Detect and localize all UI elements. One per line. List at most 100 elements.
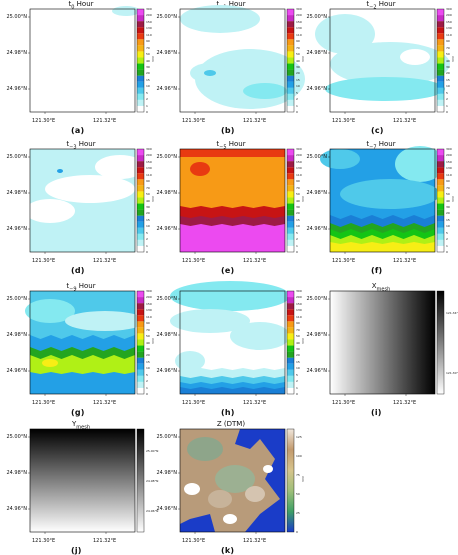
y-tick-label: 24.96°N — [156, 226, 177, 232]
colorbar-tick-label: 40 — [446, 58, 450, 63]
colorbar-gradient — [437, 291, 444, 394]
colorbar-tick-label: 100 — [296, 454, 302, 458]
colorbar-segment — [437, 191, 444, 198]
colorbar-segment — [137, 233, 144, 240]
x-tick-label: 121.32°E — [93, 538, 117, 544]
field-blob — [175, 351, 205, 371]
colorbar-segment — [287, 105, 294, 112]
colorbar-tick-label: 150 — [296, 301, 302, 306]
title-main: t — [68, 0, 72, 8]
plot-svg — [328, 290, 445, 396]
panel-g: t−9 Hour 25.00°N 24.98°N 24.96°N 121.30°E 121… — [3, 282, 154, 410]
panel-title: t−3 Hour — [29, 140, 133, 151]
colorbar-tick-label: 90 — [446, 39, 450, 44]
colorbar-segment — [137, 369, 144, 376]
colorbar-tick-label: 10 — [296, 224, 300, 229]
panel-a: t0 Hour 25.00°N 24.98°N 24.96°N 121.30°E 121.… — [3, 0, 154, 128]
colorbar-tick-label: 90 — [146, 321, 150, 326]
y-tick-label: 24.96°N — [6, 368, 27, 374]
colorbar-frame — [286, 148, 295, 253]
colorbar-segment — [287, 81, 294, 88]
rain-band — [330, 242, 435, 252]
y-tick-label: 24.98°N — [306, 190, 327, 196]
x-tick-label: 121.32°E — [243, 258, 267, 264]
panel-label: (a) — [71, 126, 85, 135]
rain-band — [180, 224, 285, 252]
colorbar-tick-label: 2 — [146, 237, 148, 242]
title-subscript: −9 — [69, 286, 77, 293]
plot-svg — [28, 6, 145, 114]
plot-svg — [178, 148, 295, 254]
colorbar-segment — [287, 185, 294, 192]
panel-title: t−5 Hour — [179, 140, 283, 151]
colorbar-segment — [437, 69, 444, 76]
colorbar-tick-label: 20 — [296, 71, 300, 76]
panel-c: t−2 Hour 25.00°N 24.98°N 24.96°N 121.30°E 121… — [303, 0, 454, 128]
y-tick-label: 25.00°N — [306, 14, 327, 20]
dtm-hill — [208, 490, 232, 508]
colorbar-segment — [287, 381, 294, 388]
colorbar-segment — [437, 81, 444, 88]
title-subscript: mesh — [76, 424, 90, 431]
title-subscript: −7 — [369, 144, 377, 151]
colorbar-segment — [287, 45, 294, 52]
colorbar-tick-label: 50 — [296, 492, 300, 496]
panel-label: (h) — [221, 408, 235, 417]
colorbar-segment — [437, 221, 444, 228]
panel-label: (i) — [371, 408, 382, 417]
colorbar-tick-label: 20 — [446, 71, 450, 76]
panel-e: t−5 Hour 25.00°N 24.98°N 24.96°N 121.30°E 121… — [153, 140, 304, 268]
colorbar-segment — [287, 351, 294, 358]
colorbar-tick-label: 200 — [296, 13, 302, 18]
colorbar-tick-label: 1 — [296, 243, 298, 248]
y-tick-label: 25.00°N — [6, 434, 27, 440]
colorbar-tick-label: 50 — [446, 52, 450, 57]
panel-title: Z (DTM) — [179, 420, 283, 428]
axes-frame — [29, 8, 136, 113]
colorbar-tick-label: 200 — [296, 153, 302, 158]
field-blob — [400, 49, 430, 65]
panel-label: (b) — [221, 126, 235, 135]
rain-band — [180, 387, 285, 394]
colorbar-tick-label: 20 — [146, 71, 150, 76]
title-subscript: −5 — [219, 144, 227, 151]
colorbar-tick-label: 24.98°N — [146, 479, 159, 483]
colorbar-segment — [287, 51, 294, 58]
colorbar-segment — [287, 33, 294, 40]
colorbar-tick-label: 200 — [446, 13, 452, 18]
axes-frame — [179, 290, 286, 395]
colorbar-tick-label: 50 — [146, 334, 150, 339]
field-blob — [230, 322, 290, 350]
colorbar-segment — [437, 155, 444, 162]
plot-svg — [25, 290, 145, 396]
colorbar-frame — [286, 290, 295, 395]
colorbar-frame — [136, 428, 145, 533]
colorbar-tick-label: 15 — [446, 77, 450, 82]
colorbar-segment — [437, 173, 444, 180]
colorbar-frame — [136, 148, 145, 253]
title-subscript: mesh — [376, 286, 391, 293]
title-suffix: Hour — [376, 140, 396, 148]
colorbar-tick-label: 15 — [296, 359, 300, 364]
colorbar-segment — [137, 81, 144, 88]
colorbar-tick-label: 40 — [296, 58, 300, 63]
colorbar-segment — [287, 203, 294, 210]
y-tick-label: 24.96°N — [306, 368, 327, 374]
field-blob — [42, 359, 58, 367]
colorbar-gradient — [137, 429, 144, 532]
colorbar-segment — [287, 39, 294, 46]
colorbar-segment — [437, 57, 444, 64]
colorbar-tick-label: 40 — [446, 198, 450, 203]
y-tick-label: 24.98°N — [156, 332, 177, 338]
colorbar-tick-label: 1 — [446, 103, 448, 108]
colorbar-segment — [437, 233, 444, 240]
x-tick-label: 121.32°E — [93, 258, 117, 264]
y-tick-label: 24.98°N — [306, 50, 327, 56]
colorbar-tick-label: 300 — [296, 7, 302, 11]
plot-svg — [178, 428, 295, 534]
x-tick-label: 121.32°E — [93, 400, 117, 406]
colorbar-tick-label: 15 — [146, 217, 150, 222]
colorbar-segment — [137, 149, 144, 156]
colorbar-tick-label: 90 — [146, 39, 150, 44]
colorbar-segment — [137, 387, 144, 394]
